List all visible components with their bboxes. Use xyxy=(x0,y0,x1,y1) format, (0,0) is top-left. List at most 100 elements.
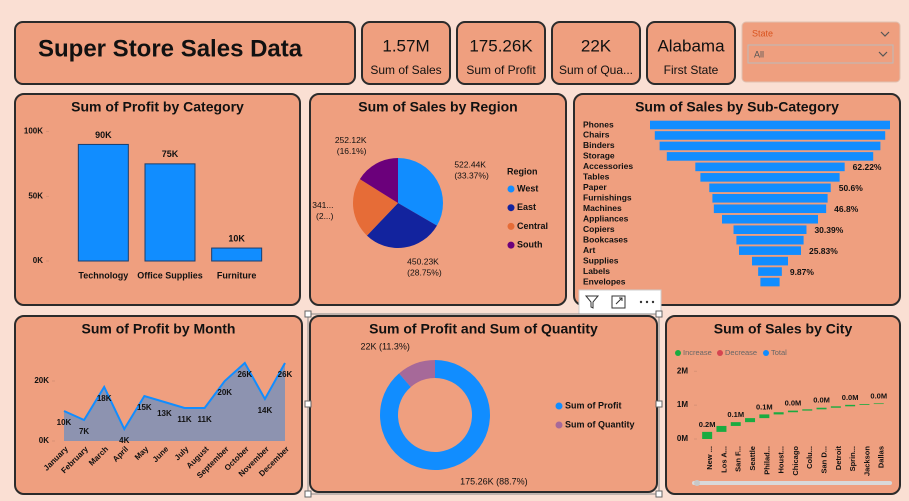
pie-slice xyxy=(398,158,444,226)
more-dot[interactable] xyxy=(651,300,655,304)
x-tick-label: Detroit xyxy=(834,446,843,471)
focus-icon[interactable] xyxy=(611,295,626,309)
category-label: Chairs xyxy=(583,130,610,140)
card-label: Sum of Sales xyxy=(370,63,441,77)
waterfall-bar xyxy=(830,406,841,408)
category-label: Paper xyxy=(583,182,607,192)
data-label-percent: (33.37%) xyxy=(454,171,489,181)
data-label: 20K xyxy=(217,388,232,397)
legend-label: Decrease xyxy=(725,348,757,357)
bar xyxy=(211,247,263,262)
data-label: 14K xyxy=(258,406,273,415)
y-tick-label: 50K xyxy=(28,191,43,200)
card xyxy=(646,21,736,85)
legend-swatch xyxy=(507,185,515,193)
legend-label: West xyxy=(517,183,538,193)
y-tick-label: 20K xyxy=(34,376,49,385)
slicer-dropdown[interactable] xyxy=(747,44,894,64)
waterfall-bar xyxy=(845,404,856,407)
resize-handle[interactable] xyxy=(304,490,312,498)
resize-handle[interactable] xyxy=(304,310,312,318)
y-tick-label: 0K xyxy=(33,256,43,265)
data-label: 0.1M xyxy=(756,402,773,411)
funnel-bar xyxy=(760,277,780,287)
data-label: 0.0M xyxy=(813,396,830,405)
legend-label: Sum of Profit xyxy=(565,400,622,410)
category-label: Appliances xyxy=(583,213,629,223)
collapse-icon[interactable] xyxy=(880,31,890,37)
donut-slice xyxy=(380,360,490,470)
funnel-bar xyxy=(752,256,788,266)
category-label: Binders xyxy=(583,140,615,150)
funnel-bar xyxy=(654,131,886,140)
card-value: Alabama xyxy=(657,36,725,55)
card xyxy=(361,21,451,85)
legend-label: Increase xyxy=(683,348,712,357)
more-dot[interactable] xyxy=(645,300,649,304)
data-label: 10K xyxy=(228,233,245,243)
card-label: First State xyxy=(664,63,719,77)
legend-swatch xyxy=(717,350,723,356)
filter-icon[interactable] xyxy=(584,295,600,309)
data-label: 26K xyxy=(278,370,293,379)
category-label: Tables xyxy=(583,172,610,182)
y-tick-label: 2M xyxy=(677,366,688,375)
resize-handle[interactable] xyxy=(655,490,663,498)
data-label: 0.0M xyxy=(785,399,802,408)
data-label-percent: (88.7%) xyxy=(496,477,528,487)
card-label: Sum of Profit xyxy=(466,63,536,77)
data-label: 10K xyxy=(57,418,72,427)
waterfall-bar xyxy=(816,407,827,410)
dropdown-chevron[interactable] xyxy=(878,51,888,57)
data-label-value: 252.12K xyxy=(335,135,367,145)
data-label-percent: (11.3%) xyxy=(379,342,410,352)
category-label: Copiers xyxy=(583,224,615,234)
card xyxy=(456,21,546,85)
legend-swatch xyxy=(763,350,769,356)
legend-swatch xyxy=(675,350,681,356)
x-tick-label: Houst... xyxy=(777,446,786,474)
focus-arrow xyxy=(615,297,623,305)
data-label: 9.87% xyxy=(790,267,815,277)
funnel-bar xyxy=(659,141,881,151)
data-label: 46.8% xyxy=(834,204,859,214)
more-dot[interactable] xyxy=(639,300,643,304)
line xyxy=(63,361,286,432)
waterfall-bar xyxy=(773,412,784,415)
legend-swatch xyxy=(555,421,563,429)
category-label: Furnishings xyxy=(583,193,632,203)
data-label-value: 341... xyxy=(312,200,333,210)
x-tick-label: Technology xyxy=(78,270,128,280)
legend-title: Region xyxy=(507,166,538,176)
x-tick-label: Jackson xyxy=(862,446,871,476)
pie-slice xyxy=(366,203,437,248)
funnel-bar xyxy=(709,183,831,193)
bar xyxy=(77,143,129,262)
resize-handle[interactable] xyxy=(655,400,663,408)
data-label-value: 22K xyxy=(361,342,377,352)
category-label: Phones xyxy=(583,119,614,129)
data-label-value: 522.44K xyxy=(454,160,486,170)
legend-label: Central xyxy=(517,221,548,231)
slicer-selection: All xyxy=(754,49,764,59)
data-label: 7K xyxy=(79,427,89,436)
funnel-bar xyxy=(695,162,845,172)
resize-handle[interactable] xyxy=(655,310,663,318)
legend-label: Sum of Quantity xyxy=(565,419,635,429)
y-tick-label: 1M xyxy=(677,400,688,409)
waterfall-bar xyxy=(759,414,770,419)
data-label: 90K xyxy=(95,130,112,140)
category-label: Art xyxy=(583,245,595,255)
chart-title: Sum of Sales by Region xyxy=(358,99,517,115)
data-label: 22K (11.3%) xyxy=(361,342,410,352)
legend-label: East xyxy=(517,202,536,212)
chart-title: Sum of Sales by Sub-Category xyxy=(635,99,839,115)
scrollbar-thumb[interactable] xyxy=(694,480,700,486)
data-label-value: 450.23K xyxy=(407,257,439,267)
resize-handle[interactable] xyxy=(304,400,312,408)
slicer[interactable] xyxy=(741,21,901,83)
funnel-bar xyxy=(713,204,827,214)
category-label: Supplies xyxy=(583,255,619,265)
x-tick-label: Colu... xyxy=(805,446,814,469)
